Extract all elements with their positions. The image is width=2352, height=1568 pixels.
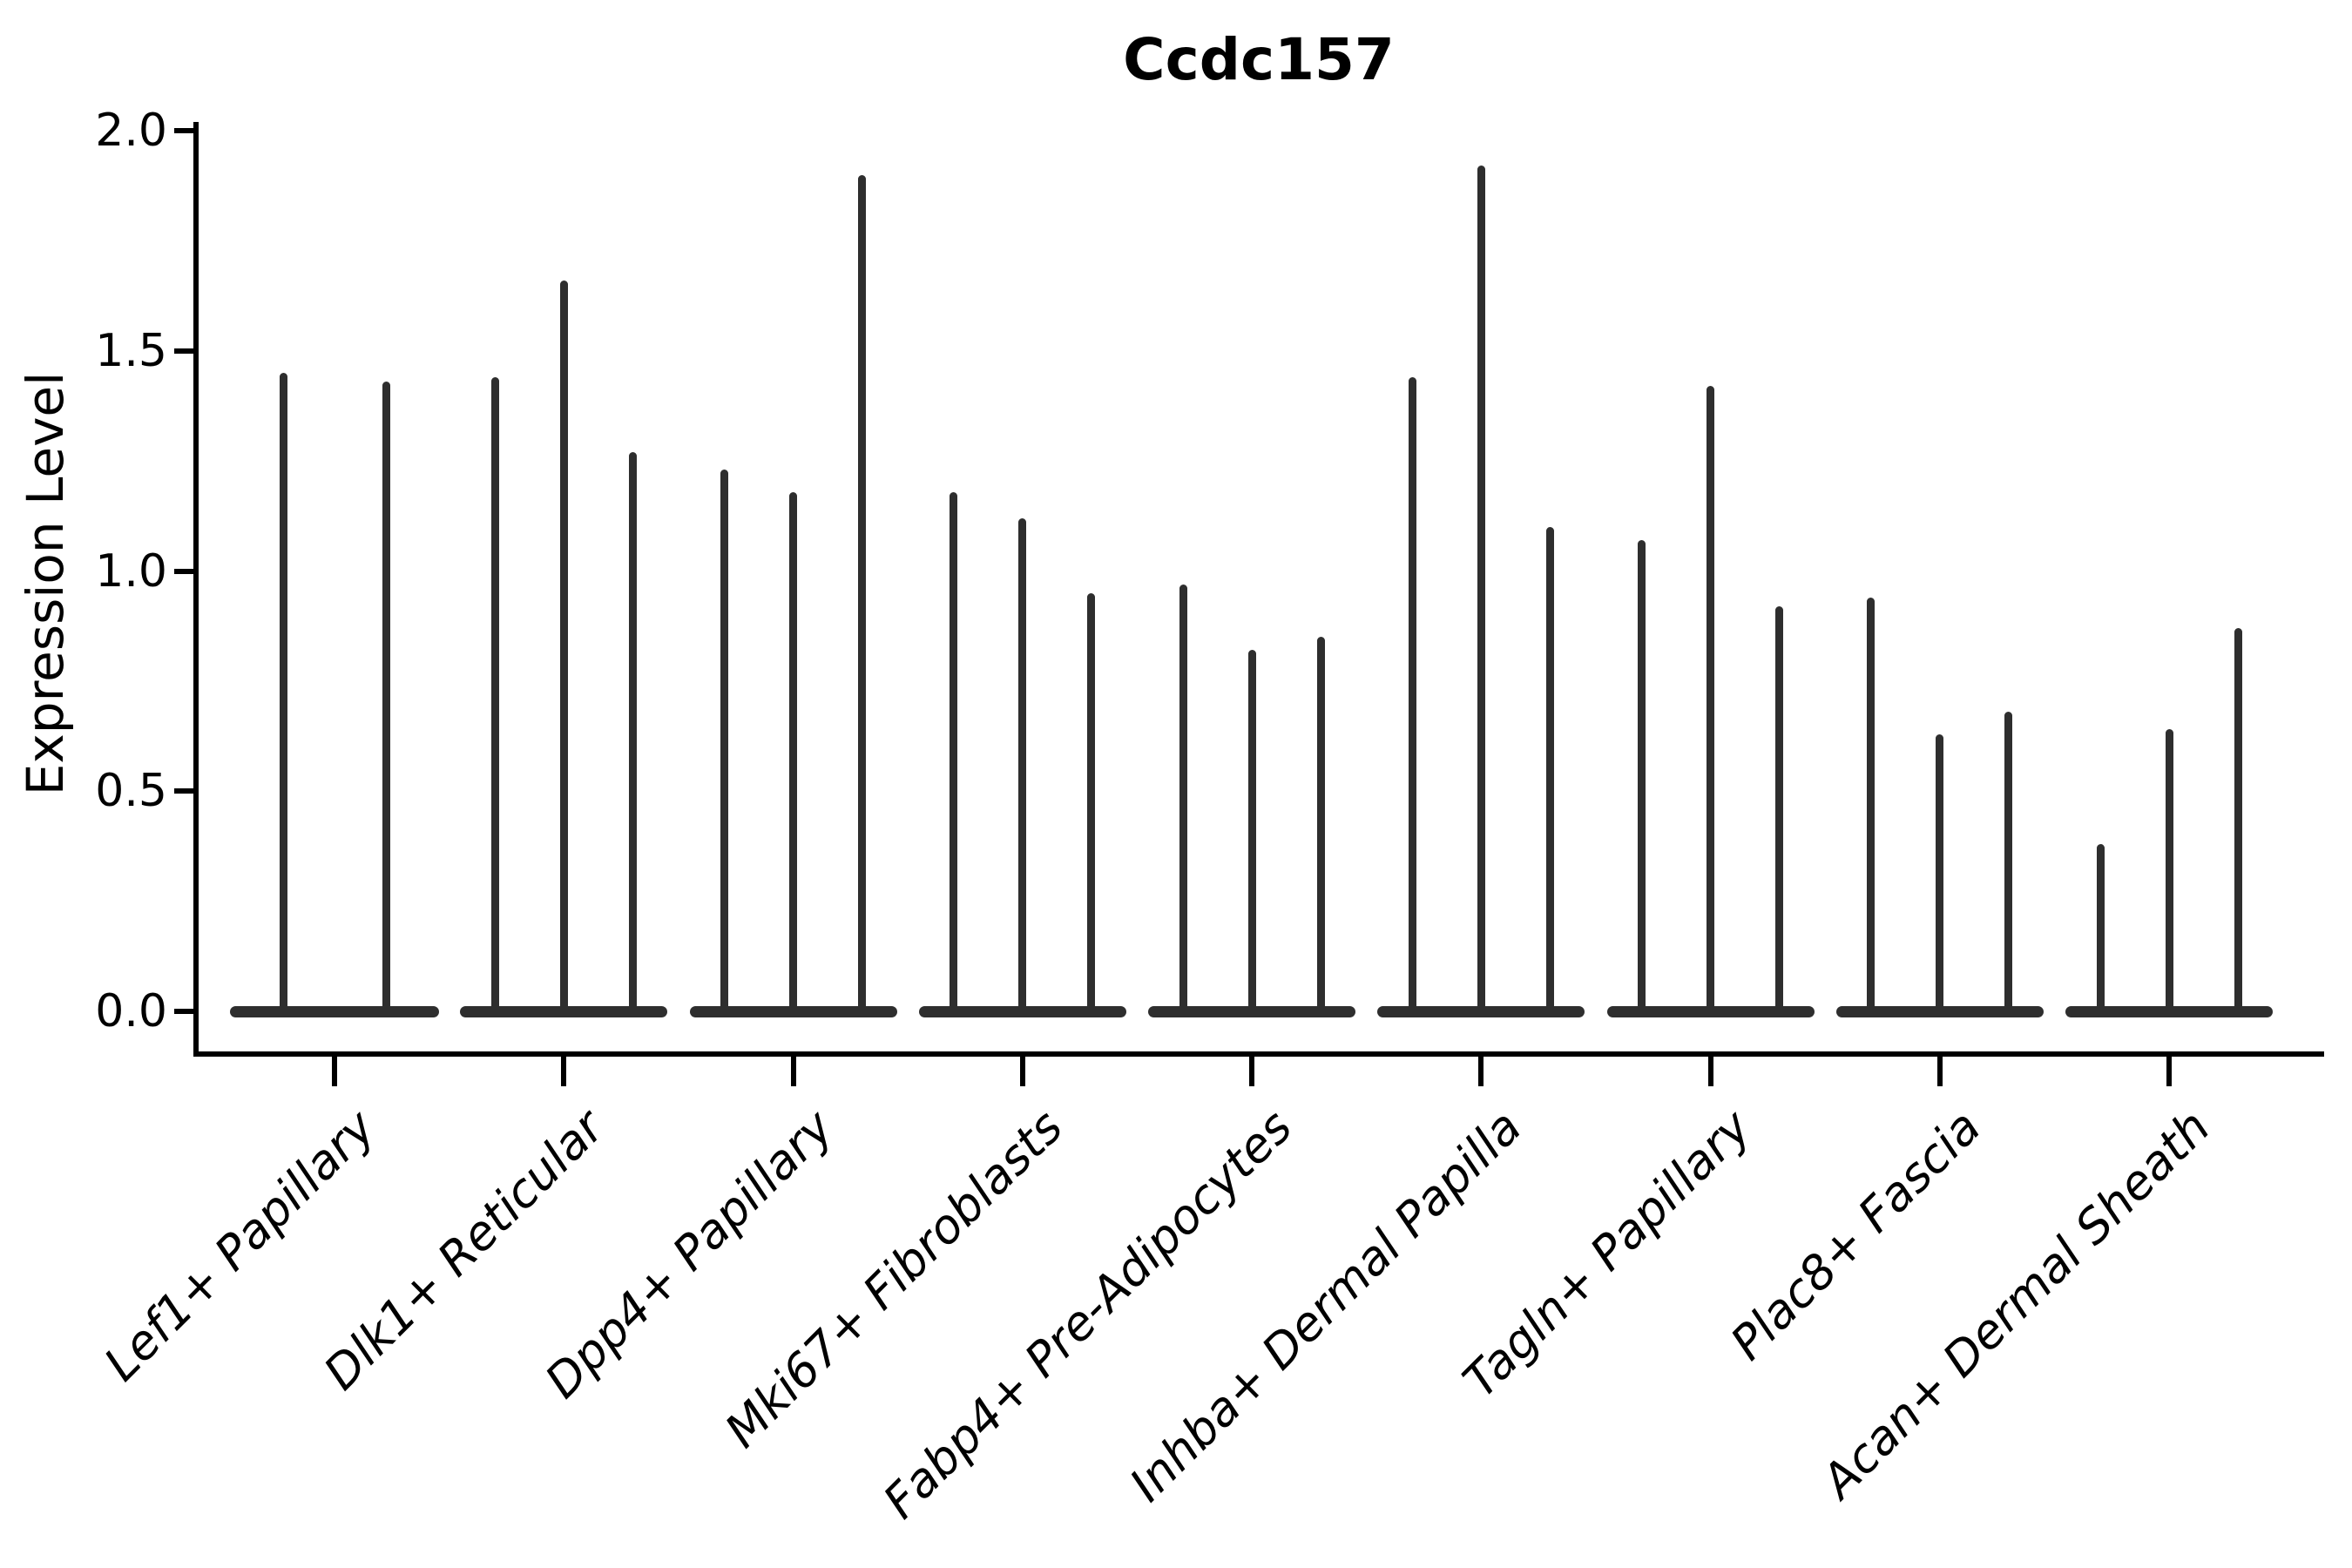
violin-spike [1316,637,1325,1016]
y-axis-spine [193,122,199,1057]
x-tick [1019,1057,1025,1086]
violin-spike [1179,584,1187,1016]
y-tick-label: 1.5 [95,324,167,377]
x-tick [561,1057,567,1086]
violin-spike [720,470,728,1016]
y-tick [174,788,193,794]
x-tick [1707,1057,1713,1086]
violin-spike [1087,592,1096,1016]
violin-spike [858,174,866,1016]
y-tick [174,348,193,354]
x-tick [1249,1057,1254,1086]
violin-base [230,1006,439,1017]
violin-spike [1247,650,1256,1016]
x-category-label: Acan+ Dermal Sheath [1810,1099,2220,1509]
x-category-label: Fabp4+ Pre-Adipocytes [873,1099,1303,1530]
violin-spike [1545,526,1554,1016]
violin-spike [1638,540,1646,1016]
violin-spike [1477,166,1485,1016]
violin-spike [1018,517,1027,1016]
violin-spike [1408,377,1416,1016]
violin-spike [490,377,499,1016]
violin-spike [2234,628,2242,1016]
x-tick [1478,1057,1484,1086]
x-axis-spine [193,1051,2324,1057]
violin-spike [559,280,568,1016]
violin-spike [279,373,287,1016]
violin-spike [1936,733,1944,1016]
violin-spike [1775,605,1783,1016]
chart-title: Ccdc157 [1123,26,1395,93]
violin-spike [628,452,637,1016]
y-tick-label: 2.0 [95,105,167,157]
violin-spike [789,491,797,1016]
violin-spike [382,382,390,1016]
y-tick [174,1009,193,1014]
y-tick-label: 0.0 [95,985,167,1037]
x-tick [790,1057,796,1086]
x-category-label: Inhba+ Dermal Papilla [1119,1099,1532,1512]
y-tick-label: 0.5 [95,765,167,818]
violin-spike [950,491,958,1016]
y-tick-label: 1.0 [95,544,167,598]
violin-spike [2165,729,2173,1016]
violin-spike [2096,843,2105,1016]
violin-spike [2004,712,2013,1016]
x-tick [332,1057,337,1086]
x-tick [1936,1057,1943,1086]
y-tick [174,128,193,133]
y-tick [174,568,193,574]
violin-spike [1867,597,1876,1016]
violin-spike [1707,386,1714,1016]
x-tick [2166,1057,2172,1086]
